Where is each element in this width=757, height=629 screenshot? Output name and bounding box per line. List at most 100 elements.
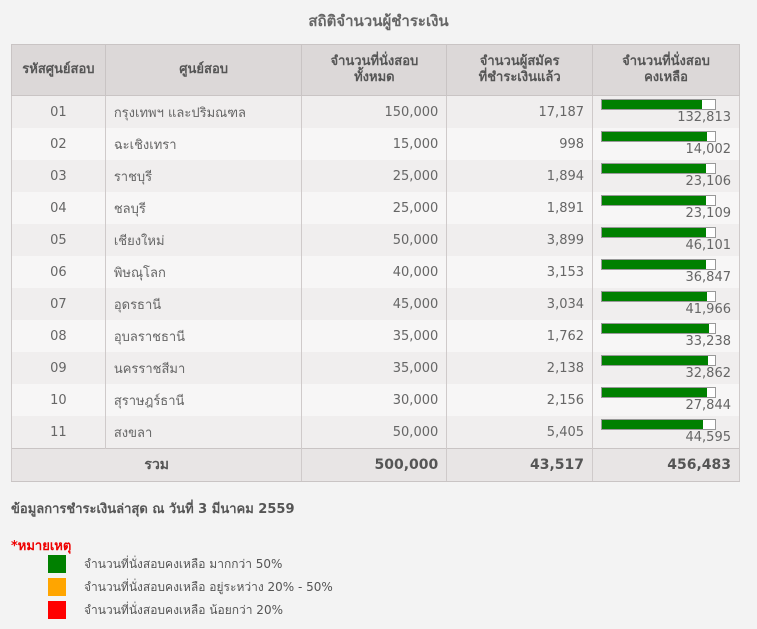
paid-count: 1,762: [446, 320, 594, 352]
totals-total-seats: 500,000: [301, 448, 448, 482]
remaining-cell: 132,813: [592, 95, 740, 128]
total-seats: 25,000: [301, 160, 448, 192]
remaining-value: 23,106: [685, 174, 732, 189]
remaining-cell: 46,101: [592, 224, 740, 256]
remaining-progress-fill: [602, 100, 703, 109]
total-seats: 50,000: [301, 416, 448, 449]
center-code: 04: [11, 192, 106, 224]
center-name: สงขลา: [104, 416, 303, 449]
table-row: 04 ชลบุรี 25,000 1,891 23,109: [11, 192, 740, 224]
legend-swatch-red: [48, 601, 66, 619]
remaining-progress-bar: [601, 163, 717, 174]
header-total-seats: จำนวนที่นั่งสอบ ทั้งหมด: [301, 44, 448, 96]
paid-count: 998: [446, 128, 594, 160]
center-name: กรุงเทพฯ และปริมณฑล: [104, 95, 303, 128]
legend-item-medium: จำนวนที่นั่งสอบคงเหลือ อยู่ระหว่าง 20% -…: [48, 576, 333, 598]
remark-title: *หมายเหตุ: [11, 539, 72, 554]
center-name: เชียงใหม่: [104, 224, 303, 256]
remaining-value: 36,847: [685, 270, 732, 285]
center-code: 06: [11, 256, 106, 288]
center-code: 08: [11, 320, 106, 352]
center-code: 11: [11, 416, 106, 449]
total-seats: 25,000: [301, 192, 448, 224]
center-name: พิษณุโลก: [104, 256, 303, 288]
remaining-cell: 23,109: [592, 192, 740, 224]
remaining-cell: 33,238: [592, 320, 740, 352]
remaining-progress-fill: [602, 356, 709, 365]
remaining-progress-fill: [602, 132, 708, 141]
header-paid: จำนวนผู้สมัคร ที่ชำระเงินแล้ว: [446, 44, 594, 96]
remaining-cell: 14,002: [592, 128, 740, 160]
remaining-value: 44,595: [685, 430, 732, 445]
remaining-cell: 44,595: [592, 416, 740, 449]
legend-label: จำนวนที่นั่งสอบคงเหลือ น้อยกว่า 20%: [84, 602, 283, 617]
center-name: ราชบุรี: [104, 160, 303, 192]
total-seats: 45,000: [301, 288, 448, 320]
header-remaining: จำนวนที่นั่งสอบ คงเหลือ: [592, 44, 740, 96]
totals-label: รวม: [10, 448, 303, 482]
remaining-progress-fill: [602, 292, 708, 301]
header-code: รหัสศูนย์สอบ: [11, 44, 106, 96]
legend-label: จำนวนที่นั่งสอบคงเหลือ อยู่ระหว่าง 20% -…: [84, 579, 333, 594]
remaining-progress-bar: [601, 195, 717, 206]
totals-paid: 43,517: [446, 448, 594, 482]
paid-count: 5,405: [446, 416, 594, 449]
remaining-progress-fill: [602, 228, 707, 237]
total-seats: 35,000: [301, 352, 448, 384]
total-seats: 40,000: [301, 256, 448, 288]
paid-count: 2,156: [446, 384, 594, 416]
remaining-progress-fill: [602, 324, 710, 333]
legend-label: จำนวนที่นั่งสอบคงเหลือ มากกว่า 50%: [84, 556, 283, 571]
center-code: 01: [11, 95, 106, 128]
table-row: 03 ราชบุรี 25,000 1,894 23,106: [11, 160, 740, 192]
total-seats: 35,000: [301, 320, 448, 352]
table-row: 01 กรุงเทพฯ และปริมณฑล 150,000 17,187 132,81…: [11, 95, 740, 128]
legend-item-low: จำนวนที่นั่งสอบคงเหลือ น้อยกว่า 20%: [48, 599, 333, 621]
remaining-value: 27,844: [685, 398, 732, 413]
paid-count: 1,894: [446, 160, 594, 192]
remaining-cell: 32,862: [592, 352, 740, 384]
remaining-progress-fill: [602, 164, 707, 173]
remaining-value: 33,238: [685, 334, 732, 349]
totals-remaining: 456,483: [592, 448, 740, 482]
paid-count: 17,187: [446, 95, 594, 128]
remaining-value: 132,813: [677, 110, 731, 125]
remaining-value: 46,101: [685, 238, 732, 253]
remaining-value: 32,862: [685, 366, 732, 381]
remaining-progress-bar: [601, 291, 717, 302]
remaining-cell: 41,966: [592, 288, 740, 320]
total-seats: 50,000: [301, 224, 448, 256]
paid-count: 2,138: [446, 352, 594, 384]
table-row: 11 สงขลา 50,000 5,405 44,595: [11, 416, 740, 449]
paid-count: 1,891: [446, 192, 594, 224]
table-header-row: รหัสศูนย์สอบ ศูนย์สอบ จำนวนที่นั่งสอบ ทั…: [11, 44, 740, 96]
paid-count: 3,034: [446, 288, 594, 320]
center-name: สุราษฎร์ธานี: [104, 384, 303, 416]
legend-swatch-orange: [48, 578, 66, 596]
remaining-progress-fill: [602, 388, 707, 397]
remaining-progress-bar: [601, 259, 717, 270]
remaining-value: 41,966: [685, 302, 732, 317]
table-row: 05 เชียงใหม่ 50,000 3,899 46,101: [11, 224, 740, 256]
remaining-value: 14,002: [685, 142, 732, 157]
total-seats: 30,000: [301, 384, 448, 416]
center-name: ฉะเชิงเทรา: [104, 128, 303, 160]
remaining-cell: 23,106: [592, 160, 740, 192]
table-row: 07 อุดรธานี 45,000 3,034 41,966: [11, 288, 740, 320]
remaining-progress-fill: [602, 260, 707, 269]
total-seats: 150,000: [301, 95, 448, 128]
center-code: 02: [11, 128, 106, 160]
remaining-progress-bar: [601, 355, 717, 366]
remaining-progress-bar: [601, 99, 717, 110]
center-code: 05: [11, 224, 106, 256]
update-note: ข้อมูลการชำระเงินล่าสุด ณ วันที่ 3 มีนาค…: [11, 502, 295, 517]
center-name: อุดรธานี: [104, 288, 303, 320]
remaining-progress-fill: [602, 420, 703, 429]
paid-count: 3,153: [446, 256, 594, 288]
page-title: สถิติจำนวนผู้ชำระเงิน: [308, 12, 449, 30]
remaining-cell: 36,847: [592, 256, 740, 288]
table-row: 02 ฉะเชิงเทรา 15,000 998 14,002: [11, 128, 740, 160]
payment-stats-table: รหัสศูนย์สอบ ศูนย์สอบ จำนวนที่นั่งสอบ ทั…: [10, 44, 740, 482]
legend: จำนวนที่นั่งสอบคงเหลือ มากกว่า 50% จำนวน…: [48, 553, 333, 622]
remaining-progress-bar: [601, 419, 717, 430]
